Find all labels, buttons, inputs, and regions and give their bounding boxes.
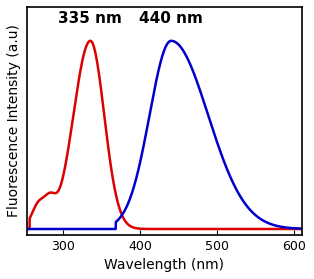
Text: 440 nm: 440 nm [139, 11, 203, 26]
Text: 335 nm: 335 nm [58, 11, 122, 26]
Y-axis label: Fluorescence Intensity (a.u): Fluorescence Intensity (a.u) [7, 24, 21, 217]
X-axis label: Wavelength (nm): Wavelength (nm) [104, 258, 224, 272]
